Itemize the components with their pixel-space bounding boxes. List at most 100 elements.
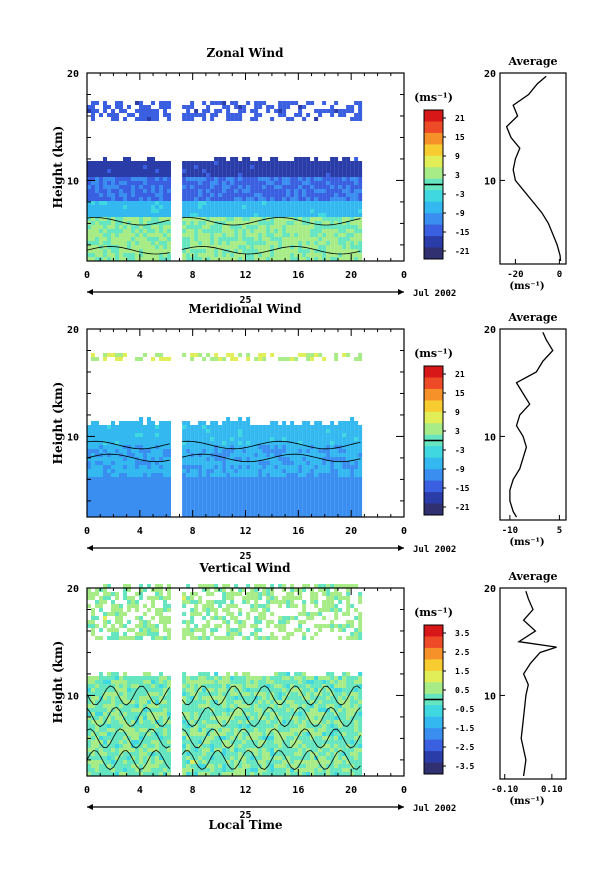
heatmap-cell xyxy=(238,229,243,233)
heatmap-cell xyxy=(310,165,315,169)
heatmap-cell xyxy=(334,481,339,485)
heatmap-cell xyxy=(206,481,211,485)
heatmap-cell xyxy=(147,497,151,501)
heatmap-cell xyxy=(358,225,363,229)
heatmap-cell xyxy=(346,465,351,469)
heatmap-cell xyxy=(107,764,111,768)
heatmap-cell xyxy=(258,241,263,245)
heatmap-cell xyxy=(111,592,115,596)
day-label: 25 xyxy=(239,551,251,562)
heatmap-cell xyxy=(334,161,339,165)
heatmap-cell xyxy=(107,772,111,776)
heatmap-cell xyxy=(95,197,99,201)
heatmap-cell xyxy=(198,716,203,720)
heatmap-cell xyxy=(182,257,187,261)
heatmap-cell xyxy=(202,485,207,489)
heatmap-cell xyxy=(330,105,335,109)
heatmap-cell xyxy=(135,505,139,509)
heatmap-cell xyxy=(294,473,299,477)
heatmap-cell xyxy=(262,429,267,433)
heatmap-cell xyxy=(314,257,319,261)
heatmap-cell xyxy=(282,425,287,429)
heatmap-cell xyxy=(159,608,163,612)
heatmap-cell xyxy=(131,720,135,724)
heatmap-cell xyxy=(234,692,239,696)
heatmap-cell xyxy=(139,756,143,760)
heatmap-cell xyxy=(214,205,219,209)
heatmap-cell xyxy=(135,477,139,481)
heatmap-cell xyxy=(163,772,167,776)
heatmap-cell xyxy=(282,493,287,497)
heatmap-cell xyxy=(282,505,287,509)
heatmap-cell xyxy=(182,477,187,481)
heatmap-cell xyxy=(222,161,227,165)
heatmap-cell xyxy=(338,161,343,165)
heatmap-cell xyxy=(167,229,171,233)
heatmap-cell xyxy=(131,636,135,640)
heatmap-cell xyxy=(330,489,335,493)
heatmap-cell xyxy=(186,253,191,257)
heatmap-cell xyxy=(358,485,363,489)
heatmap-cell xyxy=(322,197,327,201)
heatmap-cell xyxy=(115,692,119,696)
heatmap-cell xyxy=(123,441,127,445)
heatmap-cell xyxy=(167,465,171,469)
heatmap-cell xyxy=(194,205,199,209)
heatmap-cell xyxy=(107,740,111,744)
heatmap-cell xyxy=(103,764,107,768)
heatmap-cell xyxy=(222,257,227,261)
heatmap-cell xyxy=(278,233,283,237)
heatmap-cell xyxy=(194,461,199,465)
heatmap-cell xyxy=(210,449,215,453)
heatmap-cell xyxy=(298,177,303,181)
heatmap-cell xyxy=(87,700,91,704)
heatmap-cell xyxy=(214,457,219,461)
heatmap-cell xyxy=(242,465,247,469)
heatmap-cell xyxy=(326,465,331,469)
heatmap-cell xyxy=(338,481,343,485)
heatmap-cell xyxy=(318,481,323,485)
heatmap-cell xyxy=(262,257,267,261)
average-y-tick-label: 20 xyxy=(484,325,496,336)
heatmap-cell xyxy=(202,692,207,696)
heatmap-cell xyxy=(151,736,155,740)
heatmap-cell xyxy=(326,445,331,449)
heatmap-cell xyxy=(198,473,203,477)
heatmap-cell xyxy=(230,636,235,640)
heatmap-cell xyxy=(147,449,151,453)
heatmap-cell xyxy=(103,728,107,732)
heatmap-cell xyxy=(230,225,235,229)
heatmap-cell xyxy=(210,169,215,173)
heatmap-cell xyxy=(354,449,359,453)
heatmap-cell xyxy=(87,716,91,720)
heatmap-cell xyxy=(95,449,99,453)
heatmap-cell xyxy=(230,433,235,437)
heatmap-cell xyxy=(222,429,227,433)
heatmap-cell xyxy=(246,225,251,229)
heatmap-cell xyxy=(111,429,115,433)
heatmap-cell xyxy=(147,229,151,233)
heatmap-cell xyxy=(107,189,111,193)
heatmap-cell xyxy=(111,700,115,704)
heatmap-cell xyxy=(91,728,95,732)
heatmap-cell xyxy=(298,489,303,493)
heatmap-cell xyxy=(210,217,215,221)
heatmap-cell xyxy=(198,704,203,708)
heatmap-cell xyxy=(151,217,155,221)
heatmap-cell xyxy=(226,608,231,612)
heatmap-cell xyxy=(218,716,223,720)
heatmap-cell xyxy=(131,716,135,720)
heatmap-cell xyxy=(190,509,195,513)
heatmap-cell xyxy=(250,225,255,229)
heatmap-cell xyxy=(230,768,235,772)
heatmap-cell xyxy=(107,253,111,257)
heatmap-cell xyxy=(103,225,107,229)
heatmap-cell xyxy=(222,740,227,744)
heatmap-cell xyxy=(266,437,271,441)
heatmap-cell xyxy=(314,185,319,189)
average-title: Average xyxy=(507,55,557,68)
heatmap-cell xyxy=(258,449,263,453)
heatmap-cell xyxy=(91,237,95,241)
heatmap-cell xyxy=(330,253,335,257)
heatmap-cell xyxy=(202,421,207,425)
